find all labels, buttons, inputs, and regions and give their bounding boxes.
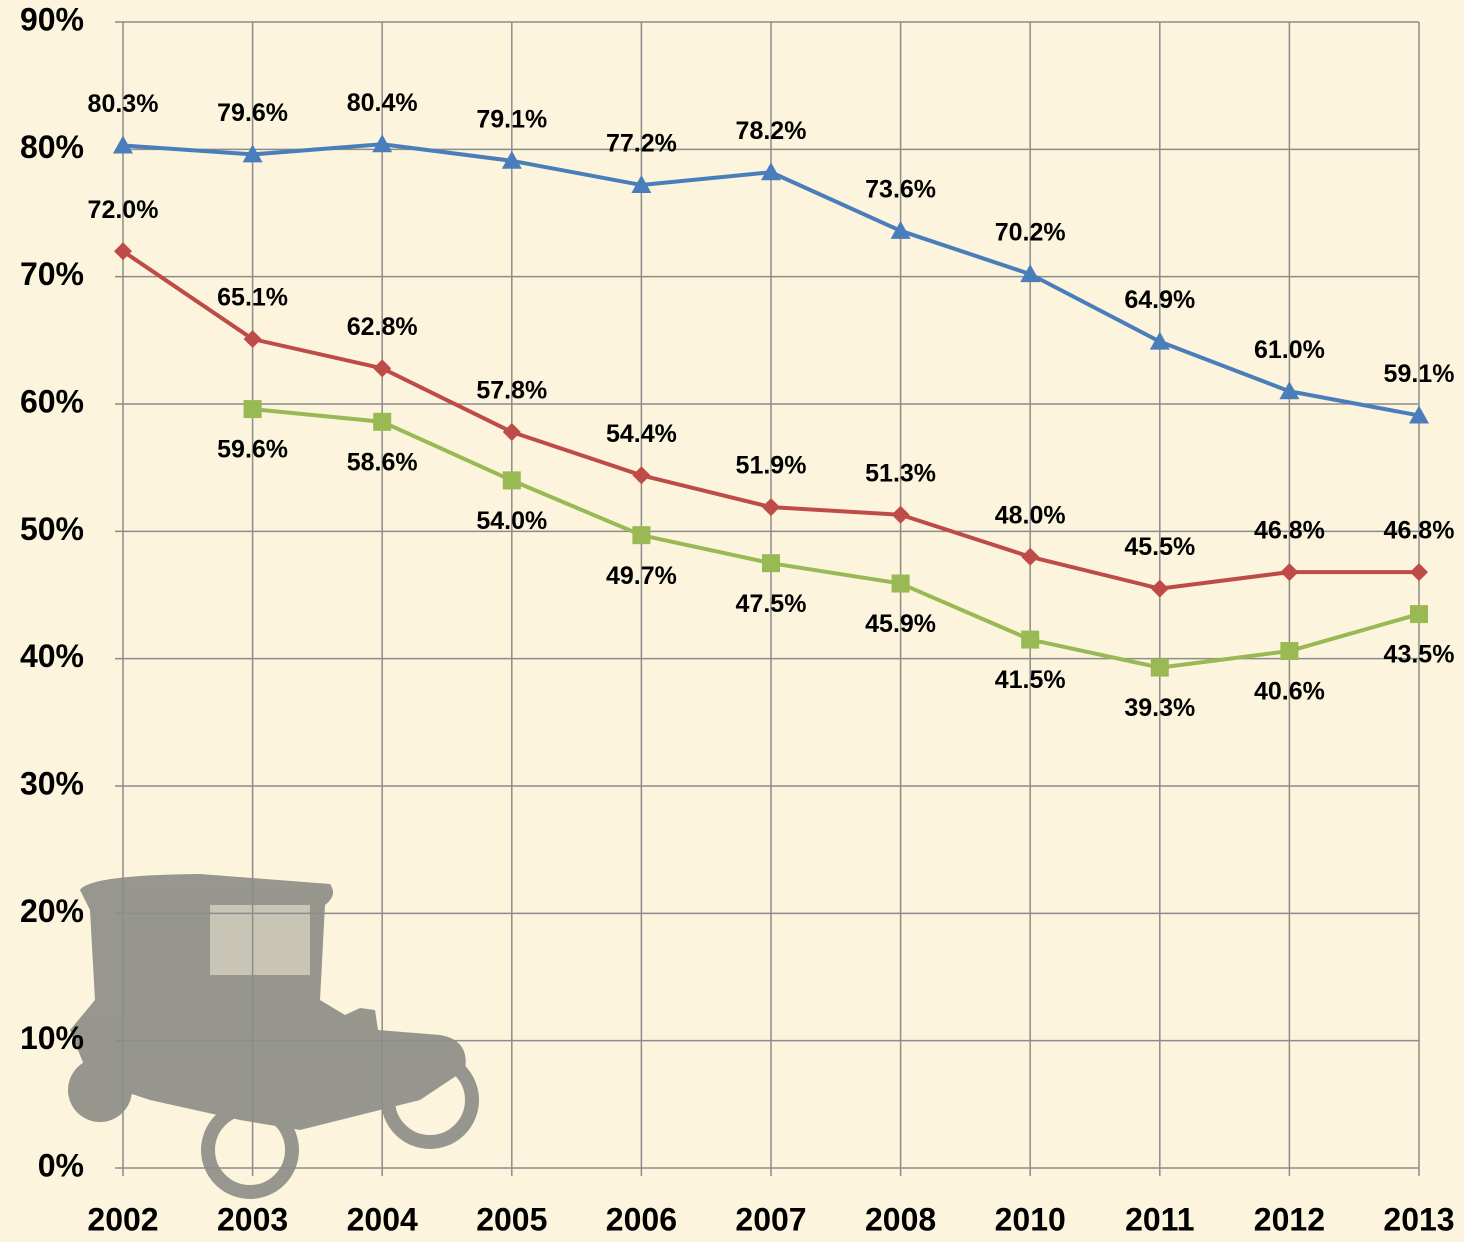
- x-tick-label: 2013: [1383, 1201, 1454, 1237]
- data-label: 45.9%: [865, 610, 936, 638]
- data-label: 54.0%: [476, 507, 547, 535]
- y-tick-label: 0%: [38, 1147, 84, 1183]
- y-tick-label: 70%: [20, 256, 84, 292]
- x-tick-label: 2012: [1254, 1201, 1325, 1237]
- y-tick-label: 30%: [20, 765, 84, 801]
- data-label: 49.7%: [606, 562, 677, 590]
- marker: [503, 471, 521, 489]
- marker: [244, 400, 262, 418]
- marker: [892, 575, 910, 593]
- marker: [1021, 631, 1039, 649]
- y-tick-label: 80%: [20, 129, 84, 165]
- x-tick-label: 2003: [217, 1201, 288, 1237]
- data-label: 64.9%: [1124, 286, 1195, 314]
- data-label: 39.3%: [1124, 694, 1195, 722]
- data-label: 47.5%: [736, 590, 807, 618]
- data-label: 46.8%: [1384, 517, 1455, 545]
- y-tick-label: 90%: [20, 1, 84, 37]
- page: 80.3% 79.6% 80.4% 79.1% 77.2% 78.2% 73.6% 70.2%…: [0, 0, 1464, 1242]
- marker: [632, 526, 650, 544]
- y-tick-label: 40%: [20, 638, 84, 674]
- x-tick-label: 2005: [476, 1201, 547, 1237]
- x-tick-label: 2007: [735, 1201, 806, 1237]
- data-label: 65.1%: [217, 284, 288, 312]
- data-label: 73.6%: [865, 175, 936, 203]
- x-tick-label: 2011: [1125, 1201, 1194, 1237]
- chart: 80.3% 79.6% 80.4% 79.1% 77.2% 78.2% 73.6% 70.2%…: [0, 0, 1464, 1242]
- data-label: 72.0%: [88, 196, 159, 224]
- x-tick-label: 2006: [606, 1201, 677, 1237]
- x-tick-label: 2004: [347, 1201, 418, 1237]
- y-tick-label: 60%: [20, 383, 84, 419]
- data-label: 59.6%: [217, 436, 288, 464]
- y-tick-label: 50%: [20, 511, 84, 547]
- data-label: 80.4%: [347, 89, 418, 117]
- data-label: 57.8%: [476, 377, 547, 405]
- y-tick-label: 10%: [20, 1020, 84, 1056]
- data-label: 79.1%: [476, 105, 547, 133]
- data-label: 70.2%: [995, 219, 1066, 247]
- data-label: 77.2%: [606, 130, 677, 158]
- data-label: 79.6%: [217, 99, 288, 127]
- data-label: 51.9%: [736, 452, 807, 480]
- data-label: 62.8%: [347, 313, 418, 341]
- marker: [1410, 605, 1428, 623]
- data-label: 40.6%: [1254, 678, 1325, 706]
- x-tick-label: 2010: [995, 1201, 1066, 1237]
- x-tick-label: 2002: [87, 1201, 158, 1237]
- data-label: 45.5%: [1124, 533, 1195, 561]
- y-tick-label: 20%: [20, 893, 84, 929]
- data-label: 78.2%: [736, 117, 807, 145]
- data-label: 41.5%: [995, 666, 1066, 694]
- marker: [1151, 659, 1169, 677]
- marker: [762, 554, 780, 572]
- data-label: 54.4%: [606, 420, 677, 448]
- data-label: 43.5%: [1384, 641, 1455, 669]
- data-label: 80.3%: [88, 90, 159, 118]
- data-label: 48.0%: [995, 501, 1066, 529]
- marker: [1280, 642, 1298, 660]
- data-label: 51.3%: [865, 459, 936, 487]
- data-label: 61.0%: [1254, 336, 1325, 364]
- marker: [373, 413, 391, 431]
- data-label: 46.8%: [1254, 517, 1325, 545]
- x-tick-label: 2008: [865, 1201, 936, 1237]
- data-label: 58.6%: [347, 448, 418, 476]
- data-label: 59.1%: [1384, 360, 1455, 388]
